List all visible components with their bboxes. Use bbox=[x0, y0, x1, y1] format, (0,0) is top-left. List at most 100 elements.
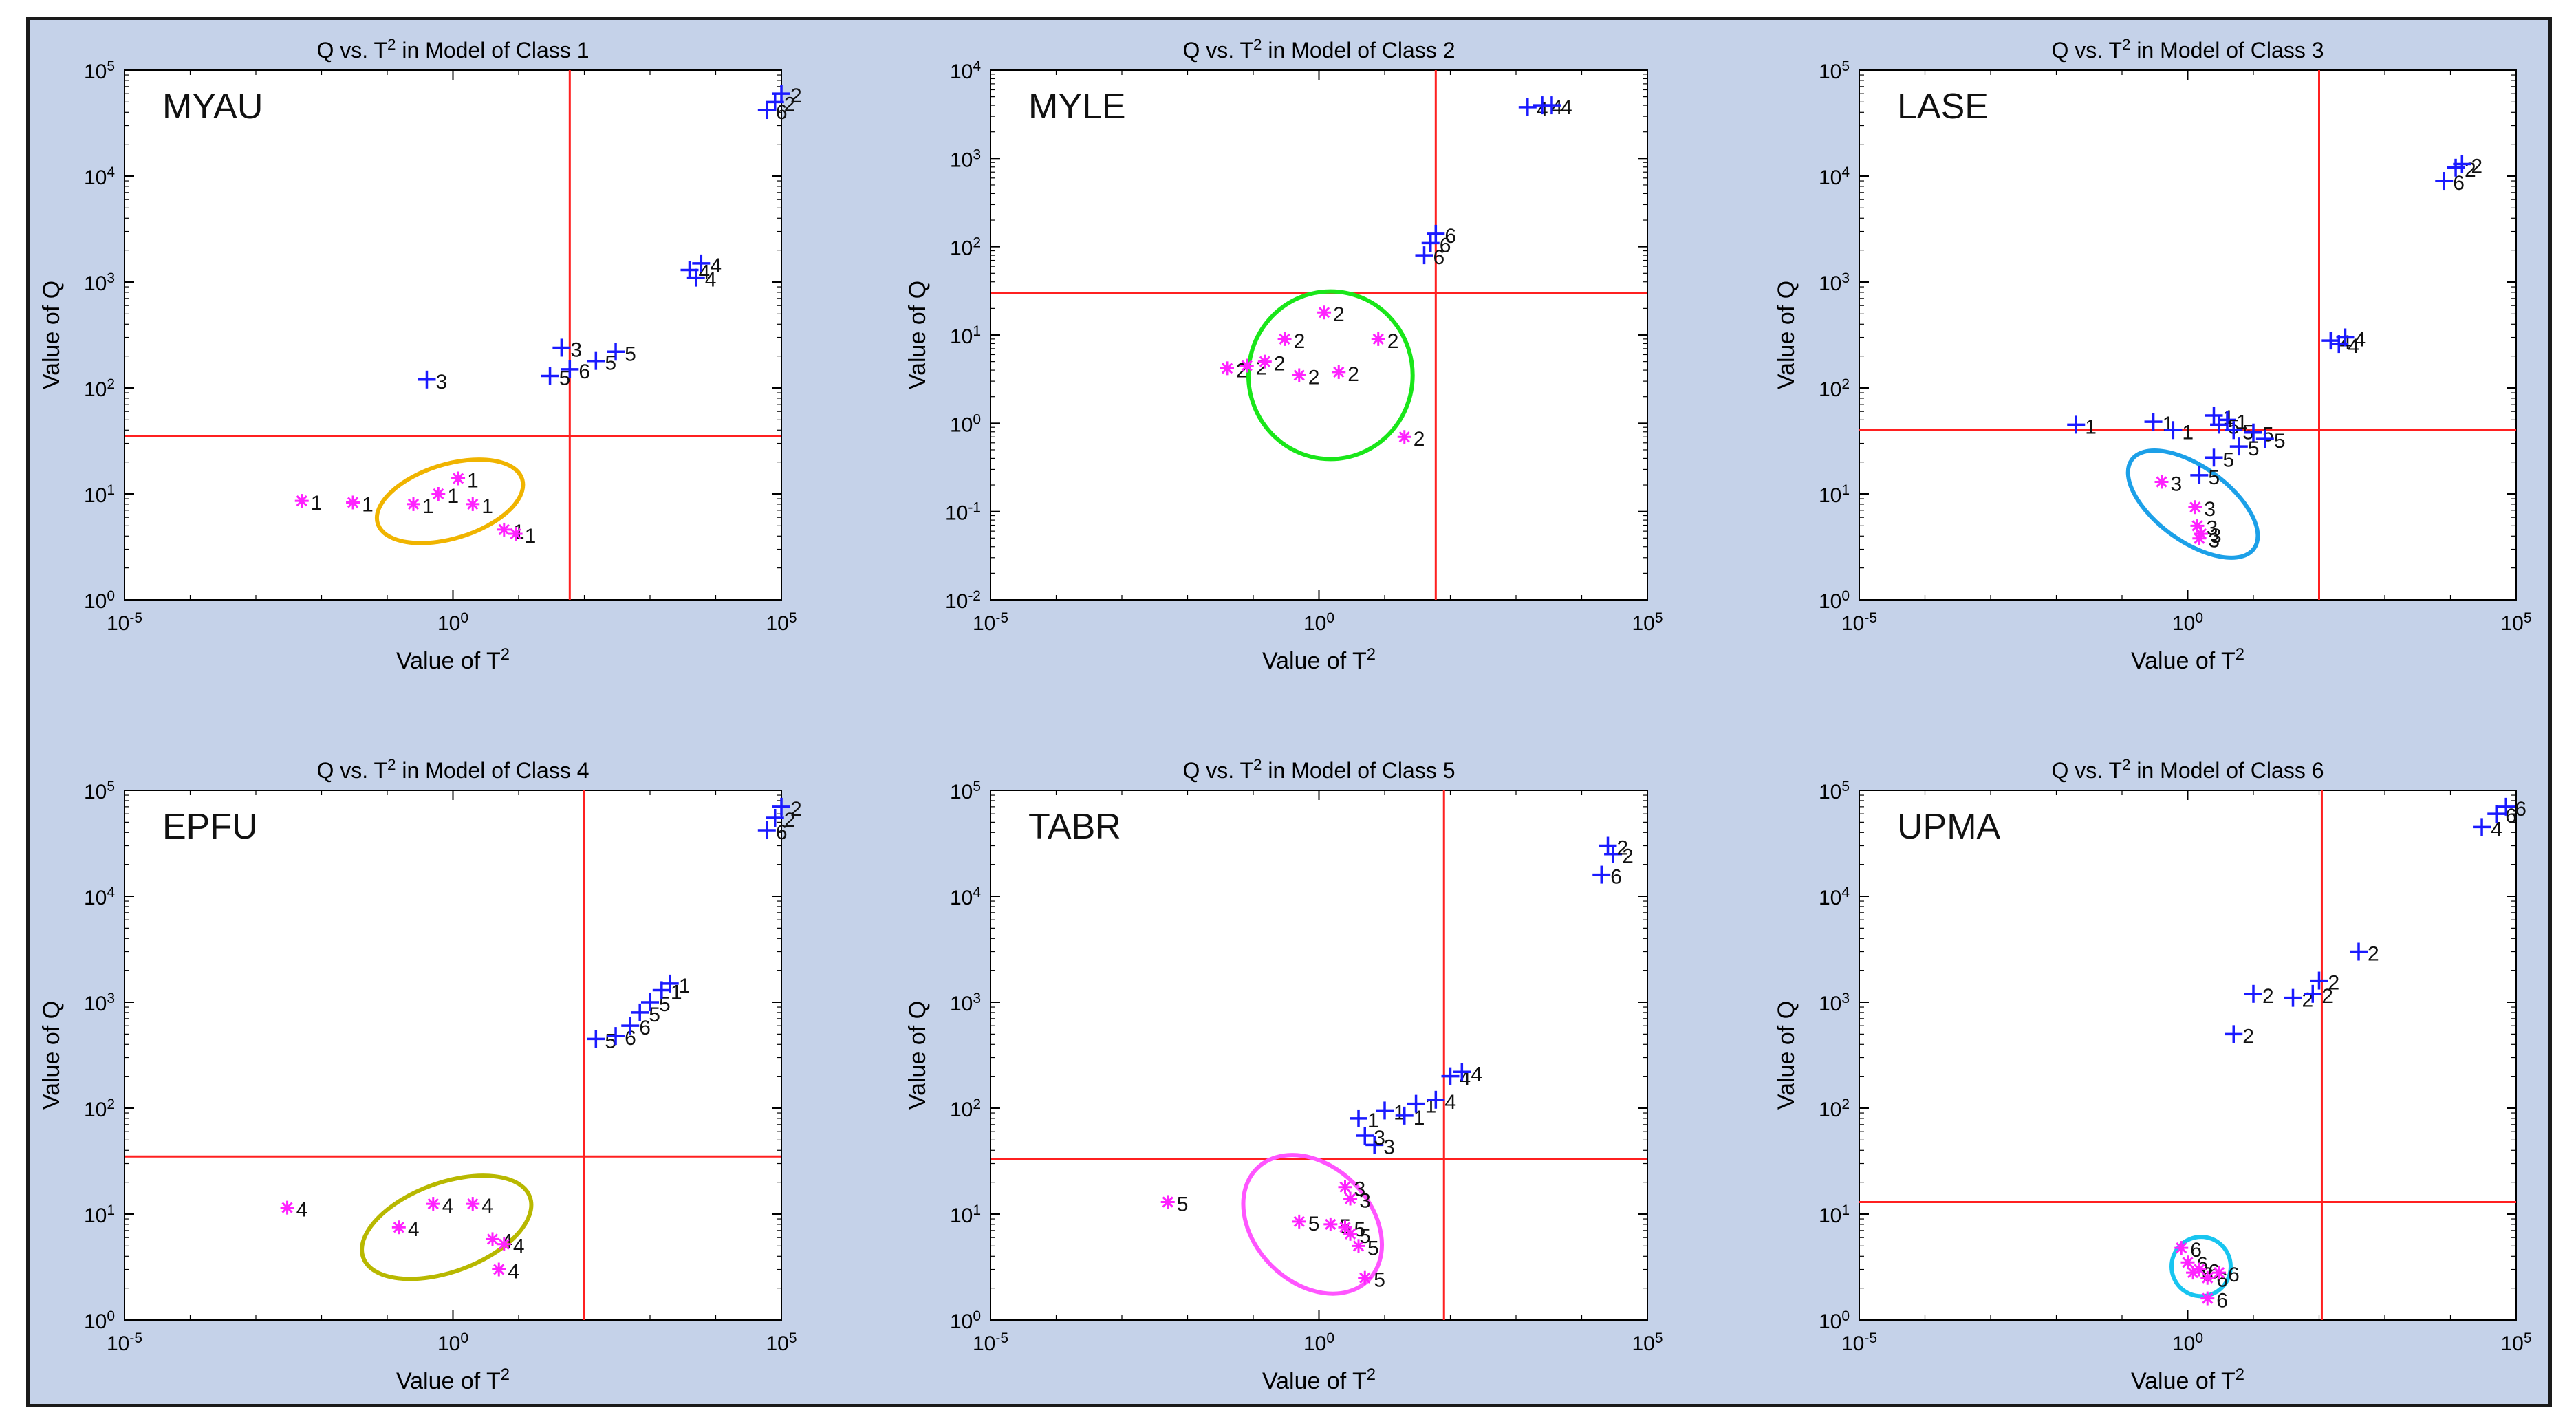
test-point bbox=[485, 1232, 499, 1246]
point-label: 4 bbox=[2355, 329, 2366, 351]
y-tick-label: 103 bbox=[1819, 270, 1850, 296]
y-tick-label: 105 bbox=[84, 58, 115, 84]
star-marker-arm bbox=[493, 1264, 505, 1275]
star-marker-arm bbox=[2191, 520, 2203, 532]
point-label: 6 bbox=[1433, 246, 1444, 269]
x-tick-label: 105 bbox=[766, 610, 797, 636]
x-axis-label: Value of T2 bbox=[1262, 1365, 1376, 1395]
y-axis-label: Value of Q bbox=[905, 1001, 931, 1110]
plot-area bbox=[1859, 790, 2517, 1321]
point-label: 2 bbox=[2471, 155, 2482, 177]
species-label: MYAU bbox=[162, 87, 263, 127]
species-label: MYLE bbox=[1028, 87, 1126, 127]
chart-3: 10010110210310410510-5100105111115555555… bbox=[1773, 36, 2532, 675]
point-label: 2 bbox=[1308, 367, 1320, 389]
training-point bbox=[587, 1030, 605, 1048]
training-point bbox=[2349, 942, 2368, 961]
point-label: 6 bbox=[639, 1017, 651, 1039]
y-tick-label: 101 bbox=[1819, 1202, 1850, 1228]
star-marker-arm bbox=[498, 1238, 510, 1250]
y-tick-label: 10-1 bbox=[945, 499, 981, 525]
point-label: 1 bbox=[1367, 1110, 1379, 1132]
point-label: 5 bbox=[1367, 1237, 1379, 1259]
point-label: 3 bbox=[1359, 1189, 1371, 1212]
test-point bbox=[1332, 365, 1346, 379]
point-label: 2 bbox=[784, 93, 796, 116]
point-label: 5 bbox=[2208, 466, 2220, 489]
training-point bbox=[2310, 971, 2328, 990]
test-point bbox=[466, 497, 480, 511]
test-point bbox=[1343, 1226, 1358, 1241]
test-point bbox=[2180, 1255, 2195, 1270]
training-point bbox=[2225, 1025, 2243, 1043]
plot-area bbox=[990, 790, 1648, 1321]
training-point bbox=[621, 1017, 640, 1035]
training-point bbox=[1518, 98, 1537, 116]
test-point bbox=[1292, 368, 1306, 382]
training-point bbox=[1407, 1094, 1425, 1113]
training-point bbox=[2321, 332, 2340, 350]
y-tick-label: 104 bbox=[1819, 164, 1850, 190]
point-label: 6 bbox=[776, 821, 788, 844]
star-marker-arm bbox=[486, 1233, 499, 1245]
point-label: 6 bbox=[1444, 225, 1456, 248]
point-label: 4 bbox=[1444, 1091, 1456, 1114]
star-marker-arm bbox=[2176, 1242, 2187, 1254]
point-label: 4 bbox=[2491, 818, 2502, 841]
point-label: 2 bbox=[1387, 330, 1399, 353]
x-tick-label: 100 bbox=[1303, 1330, 1334, 1356]
star-marker-arm bbox=[452, 473, 464, 484]
star-marker-arm bbox=[433, 488, 444, 500]
training-point bbox=[2205, 406, 2223, 424]
chart-title: Q vs. T2 in Model of Class 3 bbox=[2052, 36, 2324, 63]
star-marker-arm bbox=[2156, 476, 2167, 488]
species-label: TABR bbox=[1028, 807, 1121, 847]
chart-2: 10-210-110010110210310410-51001056664442… bbox=[905, 36, 1663, 675]
point-label: 2 bbox=[1294, 330, 1306, 353]
point-label: 5 bbox=[625, 343, 636, 365]
star-marker-arm bbox=[2194, 532, 2205, 544]
point-label: 6 bbox=[2453, 172, 2465, 195]
y-tick-label: 103 bbox=[84, 270, 115, 296]
star-marker-arm bbox=[2194, 1264, 2205, 1275]
training-point bbox=[607, 343, 625, 361]
training-point bbox=[2284, 988, 2302, 1007]
training-point bbox=[660, 974, 679, 993]
point-label: 2 bbox=[790, 798, 802, 821]
y-tick-label: 102 bbox=[84, 1096, 115, 1122]
point-label: 6 bbox=[1440, 234, 1451, 257]
star-marker-arm bbox=[1344, 1228, 1356, 1240]
y-tick-label: 101 bbox=[1819, 482, 1850, 508]
test-point bbox=[426, 1197, 440, 1211]
chart-title: Q vs. T2 in Model of Class 6 bbox=[2052, 756, 2324, 783]
test-point bbox=[2192, 1262, 2207, 1277]
training-point bbox=[2210, 415, 2229, 434]
training-point bbox=[757, 821, 776, 840]
test-cluster-ellipse bbox=[374, 457, 526, 545]
y-tick-label: 101 bbox=[84, 482, 115, 508]
star-marker-arm bbox=[1325, 1218, 1336, 1231]
point-label: 1 bbox=[1394, 1101, 1405, 1124]
chart-title: Q vs. T2 in Model of Class 5 bbox=[1183, 756, 1455, 783]
test-point bbox=[451, 471, 466, 486]
point-label: 2 bbox=[1333, 303, 1345, 326]
training-point bbox=[2244, 423, 2262, 442]
point-label: 2 bbox=[2262, 985, 2274, 1008]
y-tick-label: 100 bbox=[1819, 1308, 1850, 1334]
star-marker-arm bbox=[1259, 356, 1270, 367]
star-marker-arm bbox=[1339, 1222, 1351, 1233]
x-tick-label: 105 bbox=[1632, 610, 1663, 636]
y-tick-label: 102 bbox=[84, 376, 115, 402]
point-label: 4 bbox=[705, 269, 717, 292]
point-label: 6 bbox=[776, 101, 788, 124]
point-label: 4 bbox=[442, 1195, 454, 1218]
point-label: 5 bbox=[1177, 1193, 1189, 1215]
point-label: 2 bbox=[2368, 943, 2379, 966]
star-marker-arm bbox=[1398, 431, 1410, 443]
star-marker-arm bbox=[281, 1202, 293, 1213]
x-tick-label: 10-5 bbox=[107, 610, 142, 636]
x-tick-label: 100 bbox=[1303, 610, 1334, 636]
point-label: 4 bbox=[2348, 335, 2359, 358]
point-label: 3 bbox=[435, 371, 447, 393]
